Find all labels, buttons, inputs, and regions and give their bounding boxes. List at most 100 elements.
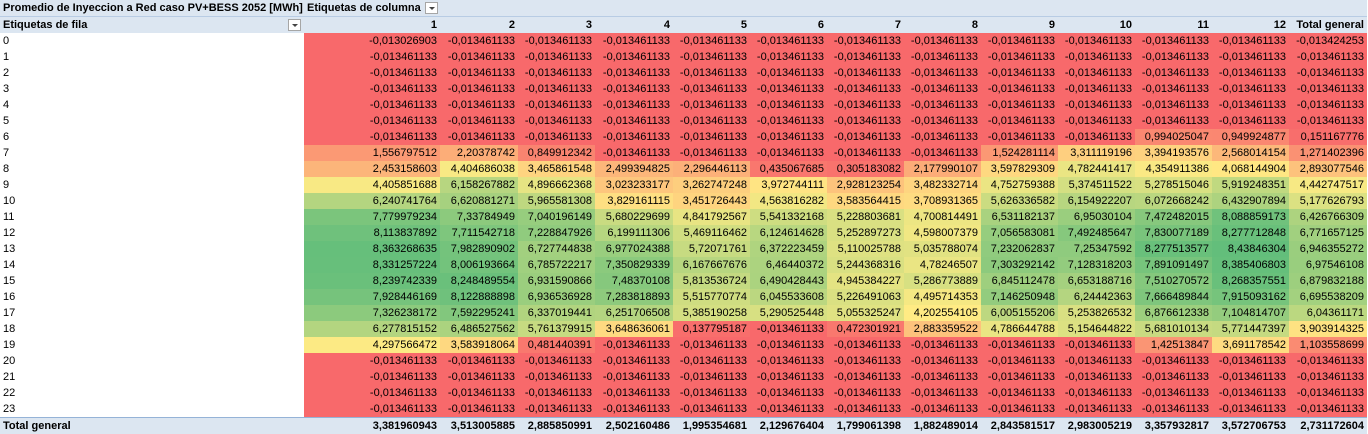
value-cell[interactable]: -0,013461133 bbox=[595, 113, 673, 129]
value-cell[interactable]: 8,248489554 bbox=[440, 273, 518, 289]
value-cell[interactable]: 6,04361171 bbox=[1289, 305, 1367, 321]
value-cell[interactable]: 7,33784949 bbox=[440, 209, 518, 225]
value-cell[interactable]: -0,013461133 bbox=[750, 145, 827, 161]
value-cell[interactable]: -0,013461133 bbox=[673, 65, 750, 81]
value-cell[interactable]: 2,453158603 bbox=[304, 161, 440, 177]
value-cell[interactable]: -0,013461133 bbox=[1289, 401, 1367, 418]
value-cell[interactable]: -0,013461133 bbox=[673, 353, 750, 369]
value-cell[interactable]: 5,110025788 bbox=[827, 241, 904, 257]
value-cell[interactable]: 6,045533608 bbox=[750, 289, 827, 305]
value-cell[interactable]: 6,251706508 bbox=[595, 305, 673, 321]
value-cell[interactable]: 8,331257224 bbox=[304, 257, 440, 273]
value-cell[interactable]: -0,013461133 bbox=[904, 113, 981, 129]
value-cell[interactable]: -0,013461133 bbox=[518, 353, 595, 369]
value-cell[interactable]: 1,271402396 bbox=[1289, 145, 1367, 161]
value-cell[interactable]: 3,311119196 bbox=[1058, 145, 1135, 161]
row-label[interactable]: 22 bbox=[0, 385, 304, 401]
value-cell[interactable]: 7,928446169 bbox=[304, 289, 440, 305]
value-cell[interactable]: 7,891091497 bbox=[1135, 257, 1212, 273]
value-cell[interactable]: 3,708931365 bbox=[904, 193, 981, 209]
value-cell[interactable]: 6,199111306 bbox=[595, 225, 673, 241]
value-cell[interactable]: 4,495714353 bbox=[904, 289, 981, 305]
value-cell[interactable]: 3,023233177 bbox=[595, 177, 673, 193]
value-cell[interactable]: -0,013461133 bbox=[750, 369, 827, 385]
row-label[interactable]: 5 bbox=[0, 113, 304, 129]
value-cell[interactable]: 0,137795187 bbox=[673, 321, 750, 337]
value-cell[interactable]: 0,994025047 bbox=[1135, 129, 1212, 145]
row-label[interactable]: 3 bbox=[0, 81, 304, 97]
value-cell[interactable]: -0,013461133 bbox=[304, 113, 440, 129]
value-cell[interactable]: -0,013461133 bbox=[673, 337, 750, 353]
row-label[interactable]: 14 bbox=[0, 257, 304, 273]
value-cell[interactable]: 6,167667676 bbox=[673, 257, 750, 273]
value-cell[interactable]: -0,013461133 bbox=[1058, 65, 1135, 81]
grand-total-cell[interactable]: 1,882489014 bbox=[904, 418, 981, 434]
value-cell[interactable]: 6,240741764 bbox=[304, 193, 440, 209]
value-cell[interactable]: -0,013461133 bbox=[1212, 81, 1289, 97]
value-cell[interactable]: 6,936536928 bbox=[518, 289, 595, 305]
value-cell[interactable]: -0,013461133 bbox=[673, 97, 750, 113]
value-cell[interactable]: 2,568014154 bbox=[1212, 145, 1289, 161]
row-label[interactable]: 7 bbox=[0, 145, 304, 161]
value-cell[interactable]: -0,013461133 bbox=[1058, 81, 1135, 97]
grand-total-cell[interactable]: 3,572706753 bbox=[1212, 418, 1289, 434]
value-cell[interactable]: 7,104814707 bbox=[1212, 305, 1289, 321]
row-label[interactable]: 20 bbox=[0, 353, 304, 369]
grand-total-cell[interactable]: 2,502160486 bbox=[595, 418, 673, 434]
value-cell[interactable]: 3,451726443 bbox=[673, 193, 750, 209]
value-cell[interactable]: 0,151167776 bbox=[1289, 129, 1367, 145]
value-cell[interactable]: 3,583564415 bbox=[827, 193, 904, 209]
value-cell[interactable]: 5,278515046 bbox=[1135, 177, 1212, 193]
row-label[interactable]: 17 bbox=[0, 305, 304, 321]
value-cell[interactable]: -0,013461133 bbox=[440, 129, 518, 145]
grand-total-cell[interactable]: 2,983005219 bbox=[1058, 418, 1135, 434]
value-cell[interactable]: 6,620881271 bbox=[440, 193, 518, 209]
value-cell[interactable]: -0,013461133 bbox=[1135, 65, 1212, 81]
value-cell[interactable]: 5,680229699 bbox=[595, 209, 673, 225]
row-label[interactable]: 15 bbox=[0, 273, 304, 289]
value-cell[interactable]: -0,013461133 bbox=[904, 65, 981, 81]
value-cell[interactable]: -0,013461133 bbox=[750, 353, 827, 369]
value-cell[interactable]: -0,013461133 bbox=[904, 401, 981, 418]
grand-total-cell[interactable]: 3,513005885 bbox=[440, 418, 518, 434]
value-cell[interactable]: -0,013461133 bbox=[1289, 97, 1367, 113]
value-cell[interactable]: 7,48370108 bbox=[595, 273, 673, 289]
value-cell[interactable]: -0,013461133 bbox=[440, 65, 518, 81]
value-cell[interactable]: -0,013461133 bbox=[1289, 65, 1367, 81]
value-cell[interactable]: 3,583918064 bbox=[440, 337, 518, 353]
value-cell[interactable]: 5,72071761 bbox=[673, 241, 750, 257]
value-cell[interactable]: -0,013461133 bbox=[981, 49, 1058, 65]
value-cell[interactable]: -0,013461133 bbox=[673, 129, 750, 145]
value-cell[interactable]: 6,426766309 bbox=[1289, 209, 1367, 225]
value-cell[interactable]: 0,435067685 bbox=[750, 161, 827, 177]
value-cell[interactable]: 1,524281114 bbox=[981, 145, 1058, 161]
value-cell[interactable]: -0,013461133 bbox=[595, 337, 673, 353]
row-label[interactable]: 11 bbox=[0, 209, 304, 225]
value-cell[interactable]: -0,013461133 bbox=[827, 353, 904, 369]
value-cell[interactable]: -0,013461133 bbox=[981, 97, 1058, 113]
value-cell[interactable]: 5,286773889 bbox=[904, 273, 981, 289]
value-cell[interactable]: 7,492485647 bbox=[1058, 225, 1135, 241]
value-cell[interactable]: 7,915093162 bbox=[1212, 289, 1289, 305]
value-cell[interactable]: -0,013461133 bbox=[1058, 97, 1135, 113]
value-cell[interactable]: -0,013461133 bbox=[827, 49, 904, 65]
value-cell[interactable]: -0,013461133 bbox=[904, 369, 981, 385]
value-cell[interactable]: 4,896662368 bbox=[518, 177, 595, 193]
value-cell[interactable]: -0,013461133 bbox=[1058, 129, 1135, 145]
value-cell[interactable]: 5,515770774 bbox=[673, 289, 750, 305]
value-cell[interactable]: -0,013461133 bbox=[440, 81, 518, 97]
value-cell[interactable]: 5,965581308 bbox=[518, 193, 595, 209]
value-cell[interactable]: -0,013461133 bbox=[1212, 385, 1289, 401]
value-cell[interactable]: -0,013461133 bbox=[1135, 385, 1212, 401]
value-cell[interactable]: -0,013461133 bbox=[1135, 49, 1212, 65]
value-cell[interactable]: 6,46440372 bbox=[750, 257, 827, 273]
row-label[interactable]: 6 bbox=[0, 129, 304, 145]
value-cell[interactable]: 2,893077546 bbox=[1289, 161, 1367, 177]
value-cell[interactable]: -0,013461133 bbox=[304, 49, 440, 65]
value-cell[interactable]: -0,013461133 bbox=[750, 81, 827, 97]
value-cell[interactable]: -0,013461133 bbox=[750, 321, 827, 337]
value-cell[interactable]: -0,013461133 bbox=[981, 113, 1058, 129]
value-cell[interactable]: -0,013461133 bbox=[1289, 81, 1367, 97]
value-cell[interactable]: -0,013461133 bbox=[1289, 369, 1367, 385]
value-cell[interactable]: 7,056583081 bbox=[981, 225, 1058, 241]
